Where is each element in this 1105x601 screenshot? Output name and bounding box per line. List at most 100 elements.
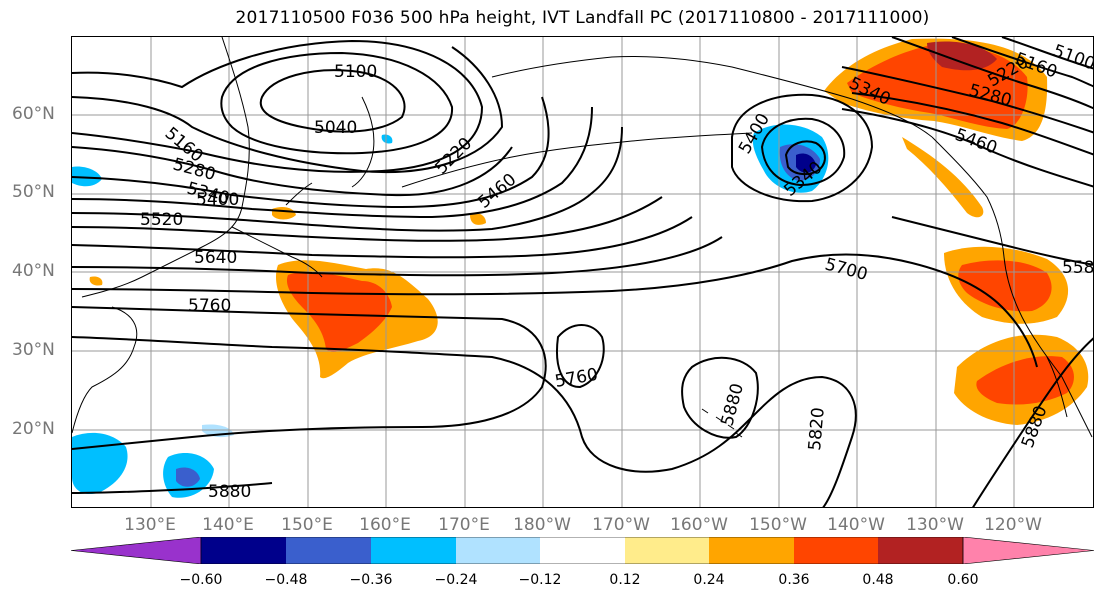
colorbar-bin — [794, 537, 878, 564]
contour-5100 — [220, 51, 454, 155]
lon-label-120w: 120°W — [984, 515, 1042, 535]
hawaii — [701, 408, 743, 438]
ivt-region-bc — [902, 137, 984, 218]
contour-5580 — [72, 216, 693, 259]
ivt-neg-sw-5 — [381, 134, 393, 144]
contour-5880-s — [72, 482, 273, 494]
colorbar-bin — [540, 537, 625, 564]
ivt-region-small-3 — [89, 276, 103, 286]
contour-label: 5820 — [805, 407, 829, 452]
contour-label: 5880 — [208, 482, 251, 502]
contour-low-outer — [731, 93, 874, 203]
colorbar-tick: −0.12 — [518, 572, 562, 588]
na-west-coast — [931, 136, 1093, 438]
contour-east-5160 — [1001, 37, 1093, 70]
contour-label: 5760 — [553, 365, 599, 392]
ivt-region-small-2 — [470, 213, 486, 225]
colorbar-tick: −0.36 — [349, 572, 393, 588]
contour-label: 5700 — [823, 255, 870, 286]
colorbar-arrow-left — [70, 536, 202, 565]
contour-5880-closed — [681, 356, 759, 439]
lon-label-140e: 140°E — [202, 515, 254, 535]
kamchatka — [351, 96, 375, 188]
colorbar-tick: 0.48 — [862, 572, 894, 588]
ivt-neg-sw-3 — [176, 467, 200, 487]
contour-label: 5880 — [718, 381, 749, 428]
ivt-neg-low-core — [796, 153, 816, 173]
lon-label-160w: 160°W — [670, 515, 728, 535]
ivt-negative-fill — [72, 124, 829, 498]
lon-label-130e: 130°E — [124, 515, 176, 535]
contour-5340 — [72, 96, 550, 209]
contour-5460-w — [72, 126, 623, 232]
map-panel: 5100 5040 5160 5220 5280 5340 5400 5460 … — [71, 36, 1094, 508]
contour-east-5460 — [841, 108, 1093, 188]
colorbar-bin — [456, 537, 540, 564]
lon-label-170e: 170°E — [438, 515, 490, 535]
lon-label-160e: 160°E — [359, 515, 411, 535]
ivt-region-central-core — [286, 271, 392, 352]
colorbar-bin — [709, 537, 794, 564]
alaska-coast — [491, 55, 933, 138]
contour-east-5340 — [841, 66, 1093, 134]
contour-5700 — [72, 253, 1038, 368]
colorbar-tick: −0.24 — [434, 572, 478, 588]
contour-5040 — [259, 69, 406, 133]
contour-5820 — [72, 336, 857, 507]
contour-east-5280 — [891, 37, 1093, 110]
lon-label-170w: 170°W — [592, 515, 650, 535]
colorbar-tick: −0.60 — [179, 572, 223, 588]
contour-5760 — [72, 306, 547, 450]
ivt-neg-sw-1 — [72, 432, 128, 495]
colorbar-bin — [371, 537, 456, 564]
colorbar-tick: 0.24 — [693, 572, 725, 588]
contour-low-inner — [760, 117, 846, 187]
contour-5880-e — [972, 337, 1093, 507]
ivt-region-small-1 — [272, 207, 296, 220]
japan — [231, 182, 323, 278]
contour-low-core — [784, 140, 826, 175]
colorbar-tick: −0.48 — [264, 572, 308, 588]
contour-5220 — [72, 46, 504, 173]
colorbar-tick: 0.12 — [609, 572, 641, 588]
contour-east-5580 — [891, 216, 1093, 266]
lon-label-150e: 150°E — [281, 515, 333, 535]
contour-5520 — [72, 196, 663, 242]
contour-5160 — [72, 39, 484, 173]
contour-5400 — [72, 106, 593, 219]
contour-5280 — [72, 146, 513, 197]
contour-label: 5580 — [1062, 258, 1094, 278]
contour-5640 — [72, 236, 723, 277]
ivt-region-alaska-peak — [927, 41, 997, 71]
contour-label: 5100 — [334, 62, 377, 82]
lon-label-140w: 140°W — [827, 515, 885, 535]
contour-label: 5520 — [140, 210, 183, 230]
lat-label-40n: 40°N — [12, 261, 55, 281]
colorbar-arrow-right — [962, 536, 1095, 565]
contour-label: 5040 — [314, 118, 357, 138]
contour-label: 5400 — [196, 190, 239, 210]
coastlines — [72, 37, 1093, 438]
lon-label-130w: 130°W — [906, 515, 964, 535]
baja — [1046, 356, 1068, 418]
asia-coast — [72, 37, 250, 434]
lat-label-50n: 50°N — [12, 182, 55, 202]
contour-label: 5760 — [188, 296, 231, 316]
contour-5760-closed — [556, 324, 605, 389]
colorbar-bin — [286, 537, 371, 564]
lat-label-20n: 20°N — [12, 419, 55, 439]
contour-label: 5640 — [194, 248, 237, 268]
colorbar-svg — [70, 536, 1095, 565]
colorbar-tick: 0.60 — [947, 572, 979, 588]
aleutians — [401, 132, 753, 188]
lat-lon-grid — [72, 37, 1093, 507]
ivt-neg-west — [72, 166, 102, 187]
lat-label-30n: 30°N — [12, 340, 55, 360]
colorbar — [70, 536, 1095, 565]
ivt-region-california-core — [958, 260, 1052, 312]
lon-label-180w: 180°W — [513, 515, 571, 535]
lat-label-60n: 60°N — [12, 104, 55, 124]
height-contours — [72, 37, 1093, 507]
lon-label-150w: 150°W — [749, 515, 807, 535]
colorbar-bin — [878, 537, 963, 564]
